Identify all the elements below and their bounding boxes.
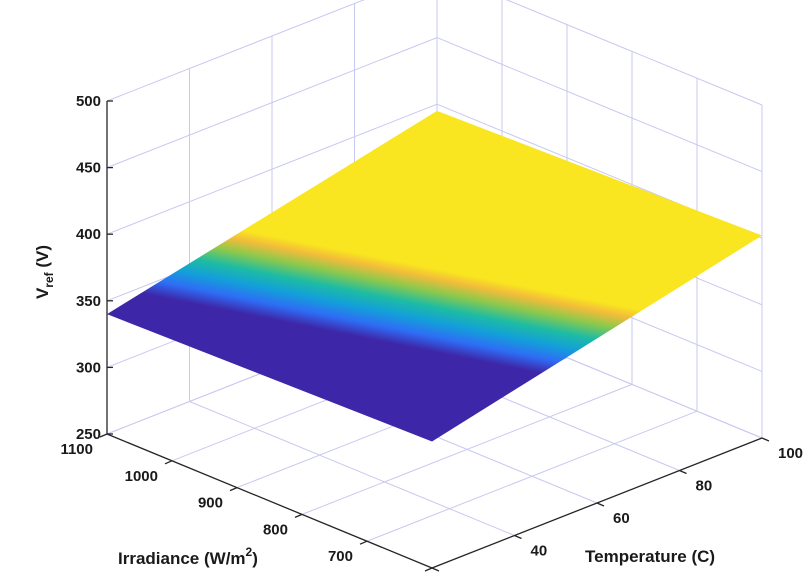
- x-tick-label: 900: [198, 495, 223, 512]
- y-tick-label: 80: [696, 478, 713, 495]
- z-tick-label: 400: [76, 226, 101, 243]
- y-tick-mark: [431, 567, 440, 572]
- tick-labels: 2503003504004505006007008009001000110020…: [60, 93, 803, 572]
- grid-line-z-left: [106, 0, 365, 102]
- x-tick-label: 1000: [125, 468, 158, 485]
- x-axis-line: [106, 433, 433, 569]
- y-tick-label: 40: [531, 543, 548, 560]
- z-tick-label: 450: [76, 160, 101, 177]
- x-tick-mark: [294, 513, 303, 518]
- y-tick-mark: [761, 437, 770, 442]
- z-axis-label: Vref (V): [33, 245, 56, 299]
- y-tick-label: 100: [778, 445, 803, 462]
- surface-layer: [107, 110, 762, 442]
- z-tick-label: 250: [76, 426, 101, 443]
- grid-line-z-back: [436, 37, 763, 173]
- y-axis-label: Temperature (C): [585, 547, 715, 566]
- x-tick-label: 1100: [60, 441, 93, 458]
- y-tick-label: 60: [613, 510, 630, 527]
- x-tick-mark: [424, 567, 433, 572]
- x-axis-label: Irradiance (W/m2): [118, 545, 258, 568]
- grid-line-z-back: [506, 0, 763, 106]
- grid-line-y-floor: [189, 401, 515, 536]
- y-tick-mark: [514, 534, 522, 540]
- z-tick-label: 300: [76, 359, 101, 376]
- z-tick-label: 350: [76, 293, 101, 310]
- x-tick-mark: [359, 540, 368, 545]
- vref-surface: [107, 110, 762, 442]
- grid-line-z-left: [106, 37, 438, 169]
- x-tick-label: 700: [328, 548, 353, 565]
- grid-line-z-left: [106, 103, 438, 235]
- x-tick-mark: [164, 460, 173, 465]
- y-tick-mark: [679, 469, 687, 475]
- x-tick-mark: [99, 433, 108, 438]
- z-tick-label: 500: [76, 93, 101, 110]
- y-tick-mark: [596, 502, 605, 507]
- x-tick-label: 800: [263, 521, 288, 538]
- x-tick-mark: [229, 487, 238, 492]
